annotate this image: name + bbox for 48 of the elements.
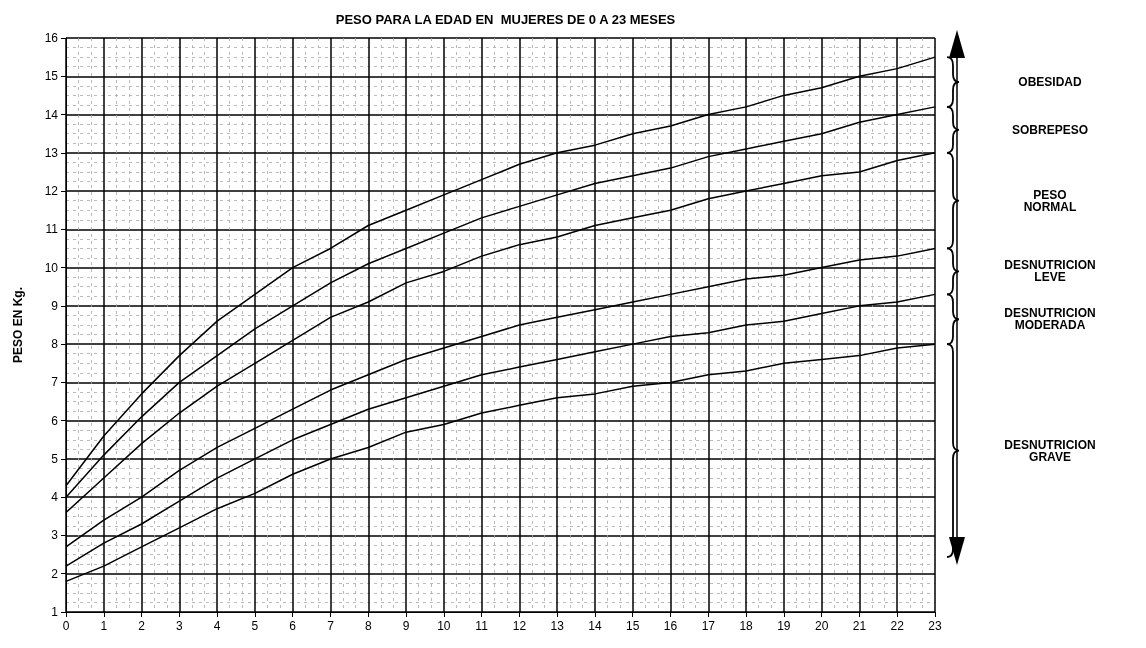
x-tick-label: 11 — [475, 619, 489, 633]
x-tick-label: 10 — [437, 619, 451, 633]
x-tick-label: 5 — [251, 619, 259, 633]
y-tick-label: 15 — [44, 69, 59, 84]
x-tick-label: 4 — [213, 619, 221, 633]
text: DESNUTRICION MODERADA — [1004, 306, 1096, 333]
text: PESO NORMAL — [1023, 187, 1077, 214]
x-tick-label: 15 — [626, 619, 640, 633]
x-tick-label: 17 — [701, 619, 716, 633]
y-tick-label: 6 — [51, 413, 59, 428]
y-tick-label: 8 — [51, 337, 59, 352]
x-tick-label: 16 — [663, 619, 678, 633]
y-tick-label: 2 — [51, 566, 59, 581]
x-tick-label: 14 — [588, 619, 602, 633]
x-tick-label: 21 — [852, 619, 867, 633]
text: DESNUTRICION GRAVE — [1004, 437, 1096, 464]
x-tick-label: 19 — [777, 619, 791, 633]
text: SOBREPESO — [1011, 122, 1089, 137]
y-tick-label: 12 — [44, 184, 59, 199]
x-tick-label: 6 — [289, 619, 297, 633]
y-tick-label: 11 — [45, 222, 59, 237]
x-tick-label: 7 — [327, 619, 335, 633]
x-tick-label: 1 — [100, 619, 108, 633]
y-tick-label: 3 — [51, 528, 59, 543]
x-tick-label: 18 — [739, 619, 754, 633]
text: OBESIDAD — [1018, 75, 1082, 90]
text: DESNUTRICION LEVE — [1004, 258, 1096, 285]
y-tick-label: 14 — [44, 107, 59, 122]
x-tick-label: 12 — [512, 619, 527, 633]
x-tick-label: 13 — [550, 619, 565, 633]
chart-title: PESO PARA LA EDAD EN MUJERES DE 0 A 23 MESES — [335, 12, 676, 27]
x-tick-label: 8 — [364, 619, 372, 633]
y-tick-label: 9 — [51, 298, 59, 313]
x-tick-label: 23 — [928, 619, 942, 633]
x-tick-label: 3 — [176, 619, 183, 633]
x-tick-label: 20 — [814, 619, 829, 633]
y-tick-label: 16 — [44, 31, 59, 45]
y-tick-label: 4 — [51, 490, 59, 505]
x-tick-label: 9 — [402, 619, 410, 633]
y-tick-label: 5 — [51, 451, 59, 466]
y-tick-label: 13 — [44, 145, 59, 160]
y-tick-label: 1 — [51, 605, 59, 619]
x-tick-label: 22 — [890, 619, 905, 633]
x-tick-label: 0 — [62, 619, 70, 633]
y-axis-title: PESO EN Kg. — [11, 286, 25, 364]
y-tick-label: 7 — [51, 375, 59, 390]
x-tick-label: 2 — [138, 619, 146, 633]
y-tick-label: 10 — [44, 260, 59, 275]
